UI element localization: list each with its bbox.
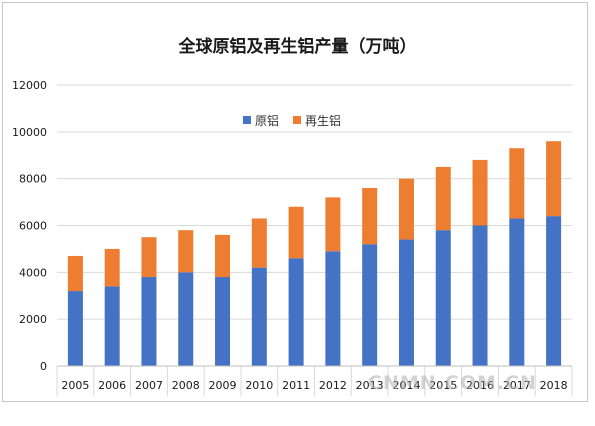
bar-primary-aluminum <box>472 225 488 366</box>
y-tick-label: 0 <box>40 360 47 373</box>
bar-secondary-aluminum <box>288 206 304 259</box>
legend-label-primary: 原铝 <box>255 113 280 128</box>
bar-secondary-aluminum <box>178 230 194 273</box>
x-tick-label: 2018 <box>540 379 568 392</box>
x-tick-label: 2011 <box>282 379 310 392</box>
x-tick-label: 2014 <box>392 379 420 392</box>
bar-primary-aluminum <box>251 267 267 366</box>
legend-item-secondary: 再生铝 <box>293 112 341 129</box>
bar-secondary-aluminum <box>251 218 267 268</box>
bar-secondary-aluminum <box>215 234 231 278</box>
y-tick-label: 10000 <box>12 126 47 139</box>
y-tick-label: 12000 <box>12 79 47 92</box>
x-tick-label: 2005 <box>61 379 89 392</box>
bar-primary-aluminum <box>215 277 231 366</box>
y-tick-label: 2000 <box>19 313 47 326</box>
bar-primary-aluminum <box>398 239 414 366</box>
x-tick-label: 2009 <box>209 379 237 392</box>
x-tick-label: 2013 <box>356 379 384 392</box>
bar-primary-aluminum <box>509 218 525 366</box>
bar-secondary-aluminum <box>362 188 378 245</box>
x-tick-label: 2006 <box>98 379 126 392</box>
x-tick-label: 2007 <box>135 379 163 392</box>
bar-secondary-aluminum <box>472 159 488 226</box>
x-tick-label: 2016 <box>466 379 494 392</box>
y-tick-label: 4000 <box>19 266 47 279</box>
bar-primary-aluminum <box>546 216 562 366</box>
x-tick-label: 2008 <box>172 379 200 392</box>
legend: 原铝 再生铝 <box>243 111 355 129</box>
legend-item-primary: 原铝 <box>243 112 279 129</box>
bar-primary-aluminum <box>435 230 451 366</box>
bar-secondary-aluminum <box>546 141 562 217</box>
x-tick-label: 2010 <box>245 379 273 392</box>
bar-primary-aluminum <box>67 291 83 366</box>
x-tick-label: 2015 <box>429 379 457 392</box>
bar-primary-aluminum <box>141 277 157 366</box>
bar-secondary-aluminum <box>509 148 525 219</box>
bar-secondary-aluminum <box>398 178 414 240</box>
legend-label-secondary: 再生铝 <box>305 113 342 128</box>
legend-swatch-primary <box>243 116 251 124</box>
bar-primary-aluminum <box>288 258 304 366</box>
bar-secondary-aluminum <box>141 237 157 278</box>
bar-primary-aluminum <box>104 286 120 366</box>
x-tick-label: 2017 <box>503 379 531 392</box>
bar-primary-aluminum <box>178 272 194 366</box>
bar-primary-aluminum <box>362 244 378 366</box>
bar-secondary-aluminum <box>67 255 83 292</box>
legend-swatch-secondary <box>293 116 302 124</box>
watermark: CNMN.COM.CN <box>368 372 537 394</box>
bar-secondary-aluminum <box>104 248 120 287</box>
x-tick-label: 2012 <box>319 379 347 392</box>
bar-secondary-aluminum <box>435 166 451 231</box>
bar-primary-aluminum <box>325 251 341 366</box>
bar-secondary-aluminum <box>325 197 341 252</box>
chart-title: 全球原铝及再生铝产量（万吨） <box>178 37 417 57</box>
y-tick-label: 8000 <box>19 173 47 186</box>
y-tick-label: 6000 <box>19 220 47 233</box>
